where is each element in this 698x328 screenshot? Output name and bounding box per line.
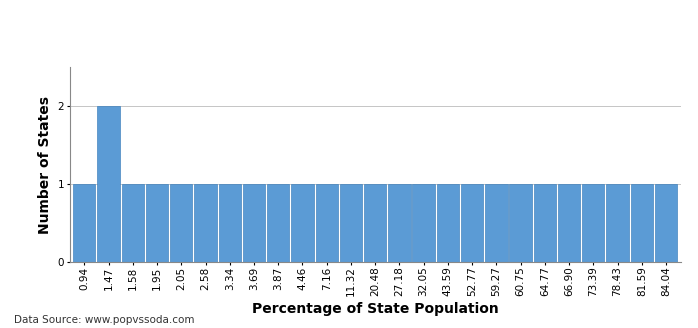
Bar (582, 184, 604, 262)
Bar (364, 184, 386, 262)
Bar (437, 184, 459, 262)
Bar (291, 184, 313, 262)
Bar (485, 184, 507, 262)
Bar (170, 184, 193, 262)
Bar (73, 184, 96, 262)
Text: Percentage of Population Who Prefer the Term “Pop” by State: Percentage of Population Who Prefer the … (32, 18, 666, 36)
Bar (413, 184, 435, 262)
Bar (461, 184, 483, 262)
Bar (315, 184, 338, 262)
Bar (607, 184, 629, 262)
Bar (558, 184, 580, 262)
Bar (340, 184, 362, 262)
Bar (218, 184, 241, 262)
Bar (388, 184, 410, 262)
Bar (98, 106, 120, 262)
Text: Data Source: www.popvssoda.com: Data Source: www.popvssoda.com (14, 315, 195, 325)
Bar (194, 184, 216, 262)
Bar (534, 184, 556, 262)
Bar (243, 184, 265, 262)
Bar (267, 184, 290, 262)
Bar (121, 184, 144, 262)
Bar (630, 184, 653, 262)
Bar (146, 184, 168, 262)
Bar (510, 184, 532, 262)
Bar (655, 184, 677, 262)
Y-axis label: Number of States: Number of States (38, 96, 52, 234)
X-axis label: Percentage of State Population: Percentage of State Population (252, 302, 498, 316)
